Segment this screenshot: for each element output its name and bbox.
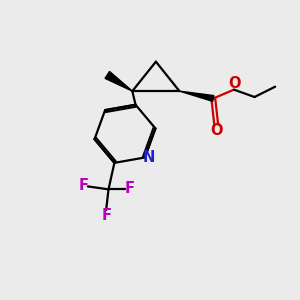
Text: F: F	[78, 178, 88, 193]
Text: N: N	[142, 150, 154, 165]
Polygon shape	[105, 71, 132, 91]
Polygon shape	[179, 91, 214, 101]
Text: F: F	[101, 208, 111, 224]
Text: O: O	[228, 76, 241, 91]
Text: F: F	[124, 181, 134, 196]
Text: O: O	[210, 123, 223, 138]
